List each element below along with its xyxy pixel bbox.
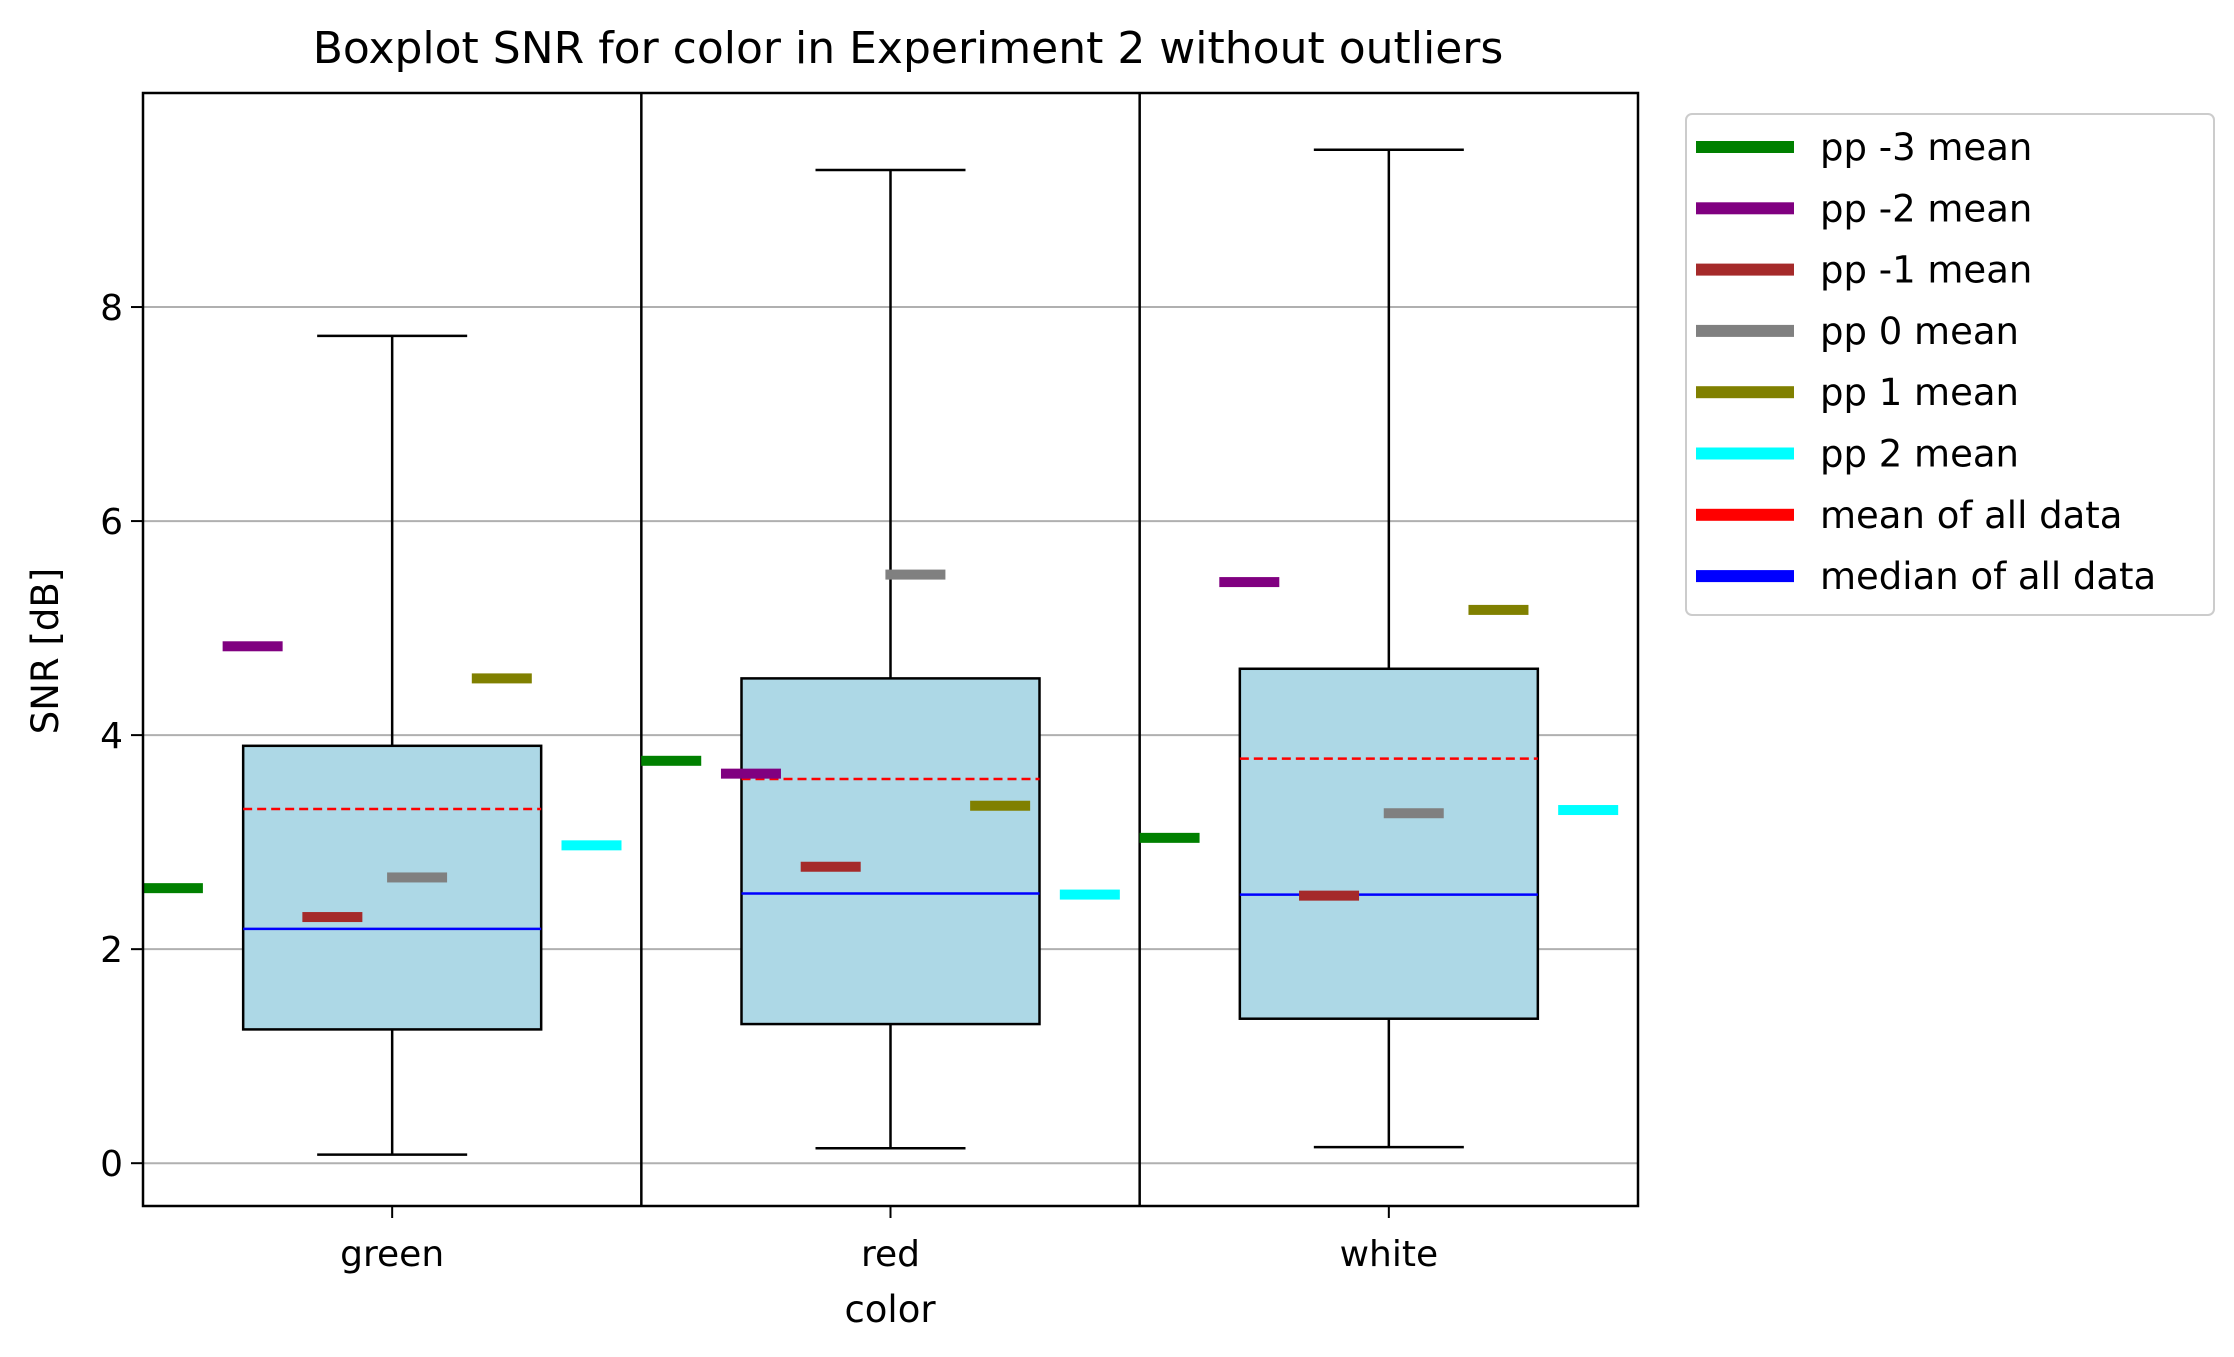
- legend-label: pp 1 mean: [1820, 371, 2019, 414]
- series-marker: [885, 569, 946, 580]
- legend-swatch: [1696, 386, 1794, 399]
- x-tick-label-red: red: [861, 1234, 920, 1275]
- series-marker: [1219, 577, 1280, 588]
- legend: pp -3 mean pp -2 mean pp -1 mean pp 0 mean p…: [1685, 113, 2215, 616]
- y-axis-ticks: 0 2 4 6 8: [100, 288, 143, 1185]
- series-marker: [1558, 805, 1619, 816]
- iqr-box: [241, 744, 543, 1031]
- legend-swatch: [1696, 447, 1794, 460]
- legend-label: pp -1 mean: [1820, 249, 2032, 292]
- legend-label: pp -2 mean: [1820, 187, 2032, 230]
- box-white: [1238, 148, 1540, 1149]
- legend-swatch: [1696, 202, 1794, 215]
- legend-swatch: [1696, 508, 1794, 521]
- series-marker: [471, 673, 532, 684]
- series-marker: [1139, 832, 1200, 843]
- x-axis-ticks: green red white: [340, 1206, 1438, 1275]
- legend-label: median of all data: [1820, 555, 2156, 598]
- legend-label: pp 0 mean: [1820, 310, 2019, 353]
- series-marker: [720, 768, 781, 779]
- category-dividers: [640, 93, 1141, 1206]
- y-tick-label: 6: [100, 502, 123, 543]
- series-marker: [1468, 604, 1529, 615]
- legend-swatch: [1696, 324, 1794, 337]
- series-marker: [1383, 808, 1444, 819]
- series-marker: [387, 872, 448, 883]
- chart-title: Boxplot SNR for color in Experiment 2 wi…: [313, 23, 1504, 74]
- legend-label: pp 2 mean: [1820, 433, 2019, 476]
- legend-swatch: [1696, 263, 1794, 276]
- series-markers: [142, 569, 1619, 923]
- x-tick-label-white: white: [1340, 1234, 1439, 1275]
- legend-frame: [1685, 113, 2215, 616]
- series-marker: [302, 912, 363, 923]
- series-pp--1-mean: [302, 861, 1360, 923]
- series-marker: [800, 861, 861, 872]
- series-pp--2-mean: [222, 577, 1280, 779]
- series-marker: [641, 755, 702, 766]
- series-marker: [561, 840, 622, 851]
- legend-items: pp -3 mean pp -2 mean pp -1 mean pp 0 mean p…: [1696, 126, 2156, 598]
- y-tick-label: 2: [100, 930, 123, 971]
- x-tick-label-green: green: [340, 1234, 444, 1275]
- legend-label: pp -3 mean: [1820, 126, 2032, 169]
- iqr-box: [1238, 667, 1540, 1020]
- y-tick-label: 4: [100, 716, 123, 757]
- y-tick-label: 8: [100, 288, 123, 329]
- x-axis-label: color: [844, 1288, 936, 1331]
- y-tick-label: 0: [100, 1144, 123, 1185]
- series-pp--3-mean: [142, 755, 1200, 894]
- legend-label: mean of all data: [1820, 494, 2122, 537]
- boxes: [241, 148, 1540, 1156]
- series-pp-1-mean: [471, 604, 1529, 811]
- legend-swatch: [1696, 141, 1794, 153]
- series-pp-0-mean: [387, 569, 1444, 883]
- series-marker: [1299, 890, 1360, 901]
- iqr-box: [740, 677, 1041, 1026]
- series-marker: [142, 883, 203, 894]
- series-pp-2-mean: [561, 805, 1619, 900]
- box-green: [241, 334, 543, 1156]
- series-marker: [222, 641, 283, 652]
- box-red: [740, 168, 1041, 1150]
- legend-swatch: [1696, 570, 1794, 583]
- series-marker: [1059, 889, 1120, 900]
- series-marker: [970, 800, 1031, 811]
- y-axis-label: SNR [dB]: [24, 568, 67, 734]
